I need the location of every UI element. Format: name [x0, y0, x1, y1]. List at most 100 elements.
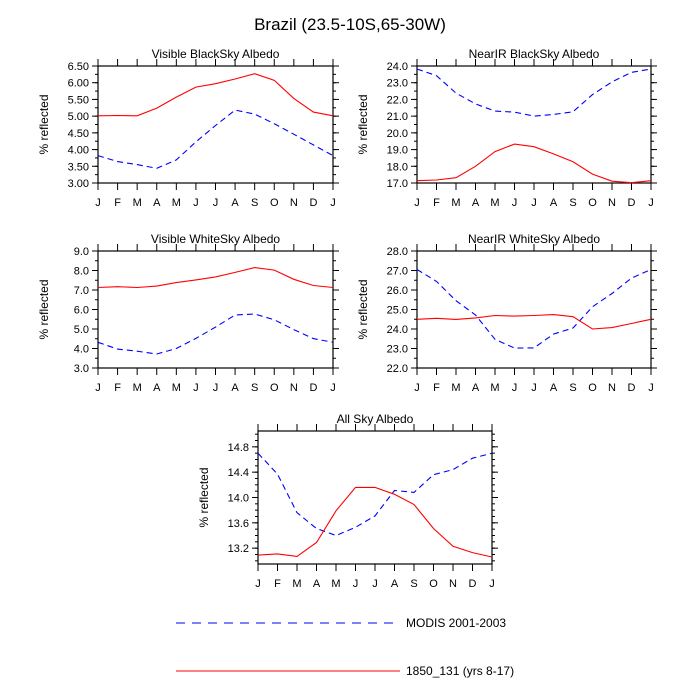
x-tick-label: J — [531, 382, 537, 394]
x-tick-label: O — [270, 197, 279, 209]
x-tick-label: A — [231, 382, 239, 394]
main-title: Brazil (23.5-10S,65-30W) — [254, 15, 446, 34]
y-tick-label: 24.0 — [387, 324, 408, 336]
x-tick-label: N — [608, 197, 616, 209]
y-axis-label: % reflected — [356, 279, 370, 339]
panel-title: Visible BlackSky Albedo — [152, 47, 280, 61]
x-tick-label: J — [414, 382, 420, 394]
y-axis-label: % reflected — [197, 467, 211, 527]
y-tick-label: 8.0 — [74, 266, 89, 278]
y-tick-label: 22.0 — [387, 363, 408, 375]
x-tick-label: M — [490, 197, 499, 209]
x-tick-label: J — [489, 578, 495, 590]
y-tick-label: 20.0 — [387, 128, 408, 140]
x-tick-label: J — [255, 578, 261, 590]
x-tick-label: M — [451, 382, 460, 394]
legend: MODIS 2001-2003 1850_131 (yrs 8-17) — [176, 616, 514, 678]
x-tick-label: A — [391, 578, 399, 590]
y-tick-label: 5.0 — [74, 324, 89, 336]
x-tick-label: D — [628, 197, 636, 209]
x-tick-label: A — [472, 197, 480, 209]
x-tick-label: S — [569, 382, 576, 394]
y-tick-label: 6.00 — [68, 78, 89, 90]
x-tick-label: F — [433, 197, 440, 209]
y-axis-label: % reflected — [356, 94, 370, 154]
y-tick-label: 3.50 — [68, 161, 89, 173]
x-tick-label: J — [330, 197, 336, 209]
x-tick-label: J — [213, 382, 219, 394]
x-tick-label: J — [213, 197, 219, 209]
x-tick-label: J — [512, 197, 518, 209]
y-axis-label: % reflected — [37, 94, 51, 154]
series-line-modis — [97, 313, 334, 355]
y-tick-label: 17.0 — [387, 178, 408, 190]
x-tick-label: J — [648, 382, 654, 394]
x-tick-label: N — [608, 382, 616, 394]
x-tick-label: J — [193, 197, 199, 209]
y-tick-label: 26.0 — [387, 285, 408, 297]
x-tick-label: F — [433, 382, 440, 394]
x-tick-label: J — [353, 578, 359, 590]
x-tick-label: A — [153, 382, 161, 394]
x-tick-label: J — [95, 382, 101, 394]
x-tick-label: A — [472, 382, 480, 394]
x-tick-label: J — [330, 382, 336, 394]
panel-title: Visible WhiteSky Albedo — [151, 232, 281, 246]
x-tick-label: J — [531, 197, 537, 209]
y-tick-label: 13.2 — [228, 543, 249, 555]
y-tick-label: 23.0 — [387, 78, 408, 90]
series-line-model — [97, 73, 334, 117]
y-tick-label: 6.0 — [74, 305, 89, 317]
x-tick-label: J — [372, 578, 378, 590]
x-tick-label: A — [231, 197, 239, 209]
legend-modis-label: MODIS 2001-2003 — [406, 616, 506, 630]
y-tick-label: 21.0 — [387, 111, 408, 123]
x-tick-label: O — [588, 382, 597, 394]
x-tick-label: D — [469, 578, 477, 590]
x-tick-label: S — [410, 578, 417, 590]
series-line-modis — [416, 268, 652, 349]
y-tick-label: 14.0 — [228, 493, 249, 505]
y-tick-label: 3.00 — [68, 178, 89, 190]
x-tick-label: O — [429, 578, 438, 590]
series-line-model — [416, 314, 652, 330]
y-tick-label: 23.0 — [387, 344, 408, 356]
x-tick-label: A — [550, 382, 558, 394]
y-tick-label: 24.0 — [387, 61, 408, 73]
x-tick-label: D — [628, 382, 636, 394]
y-tick-label: 3.0 — [74, 363, 89, 375]
x-tick-label: M — [172, 197, 181, 209]
x-tick-label: A — [313, 578, 321, 590]
y-tick-label: 27.0 — [387, 266, 408, 278]
plot-frame — [97, 250, 334, 369]
panel-title: NearIR BlackSky Albedo — [469, 47, 600, 61]
x-tick-label: J — [648, 197, 654, 209]
x-tick-label: S — [251, 197, 258, 209]
x-tick-label: N — [290, 382, 298, 394]
x-tick-label: M — [172, 382, 181, 394]
x-tick-label: S — [569, 197, 576, 209]
x-tick-label: D — [309, 197, 317, 209]
plot-frame — [416, 250, 652, 369]
x-tick-label: O — [588, 197, 597, 209]
y-tick-label: 7.0 — [74, 285, 89, 297]
x-tick-label: M — [133, 382, 142, 394]
x-tick-label: D — [309, 382, 317, 394]
y-tick-label: 14.8 — [228, 442, 249, 454]
x-tick-label: M — [292, 578, 301, 590]
x-tick-label: J — [512, 382, 518, 394]
x-tick-label: M — [451, 197, 460, 209]
y-tick-label: 13.6 — [228, 518, 249, 530]
plot-frame — [257, 430, 493, 565]
y-axis-label: % reflected — [37, 279, 51, 339]
series-line-model — [416, 143, 652, 184]
x-tick-label: J — [95, 197, 101, 209]
y-tick-label: 19.0 — [387, 145, 408, 157]
panel-title: All Sky Albedo — [337, 412, 414, 426]
